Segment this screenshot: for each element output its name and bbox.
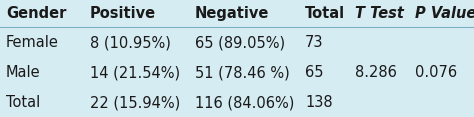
Text: 138: 138 <box>305 95 333 110</box>
Text: Male: Male <box>6 65 41 80</box>
Text: Total: Total <box>6 95 40 110</box>
Text: T Test: T Test <box>355 6 404 21</box>
Text: 51 (78.46 %): 51 (78.46 %) <box>195 65 290 80</box>
Text: Positive: Positive <box>90 6 156 21</box>
Text: Gender: Gender <box>6 6 66 21</box>
Text: P Value: P Value <box>415 6 474 21</box>
Text: 8.286: 8.286 <box>355 65 397 80</box>
Text: 116 (84.06%): 116 (84.06%) <box>195 95 294 110</box>
Text: Total: Total <box>305 6 345 21</box>
Text: 14 (21.54%): 14 (21.54%) <box>90 65 180 80</box>
Text: 22 (15.94%): 22 (15.94%) <box>90 95 180 110</box>
Text: 65 (89.05%): 65 (89.05%) <box>195 35 285 50</box>
Text: Negative: Negative <box>195 6 269 21</box>
Text: 8 (10.95%): 8 (10.95%) <box>90 35 171 50</box>
Text: Female: Female <box>6 35 59 50</box>
Text: 0.076: 0.076 <box>415 65 457 80</box>
Text: 65: 65 <box>305 65 323 80</box>
Text: 73: 73 <box>305 35 323 50</box>
